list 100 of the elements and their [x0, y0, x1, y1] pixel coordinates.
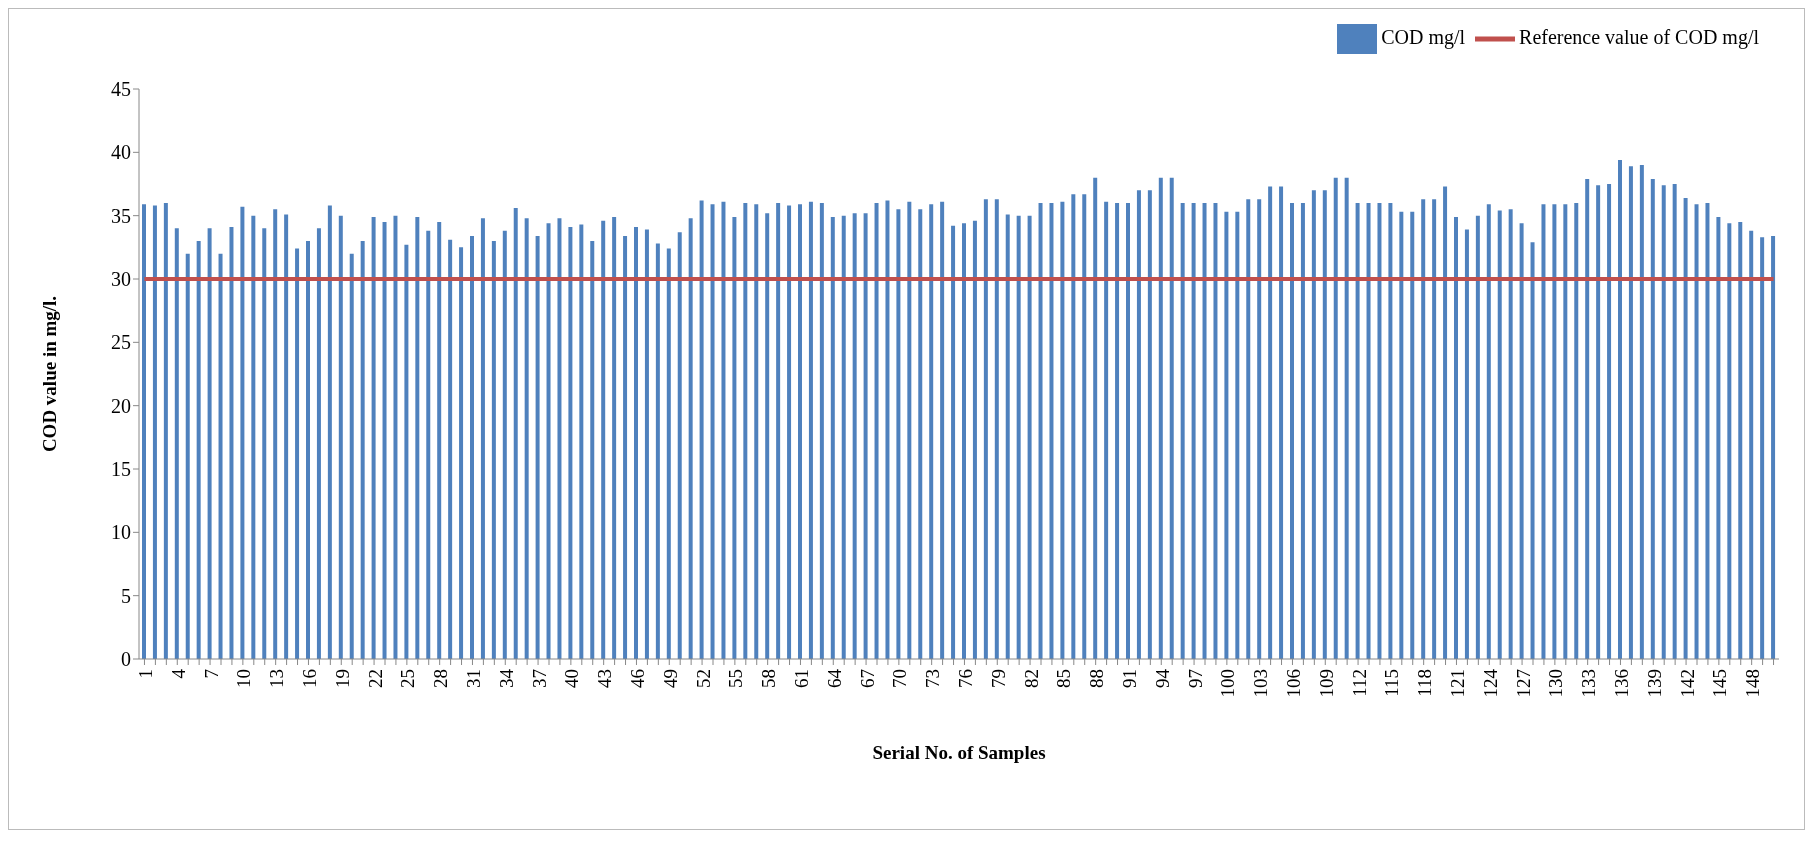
bar — [448, 239, 453, 659]
bar — [1607, 184, 1612, 659]
legend-label: Reference value of COD mg/l — [1519, 25, 1759, 48]
x-axis-title: Serial No. of Samples — [872, 742, 1046, 763]
x-tick-label: 25 — [397, 669, 419, 688]
bar — [295, 248, 300, 659]
bar — [338, 215, 343, 659]
bar — [983, 199, 988, 659]
y-tick-label: 45 — [111, 78, 131, 101]
bar — [634, 227, 638, 659]
y-tick-label: 5 — [121, 584, 131, 607]
bar — [1443, 186, 1448, 659]
x-tick-label: 130 — [1545, 669, 1567, 698]
bar — [1508, 209, 1513, 659]
bar — [1749, 230, 1754, 659]
bar — [1694, 204, 1699, 659]
bar — [273, 209, 278, 659]
bar — [1300, 203, 1305, 659]
x-tick-label: 76 — [954, 669, 976, 688]
bar — [1136, 190, 1141, 659]
x-tick-label: 94 — [1151, 668, 1173, 688]
bar — [513, 208, 518, 659]
bar — [1672, 184, 1677, 659]
bar — [1060, 201, 1065, 659]
bar — [1213, 203, 1218, 659]
bar — [710, 204, 715, 659]
x-tick-label: 10 — [233, 669, 255, 688]
bar — [1552, 204, 1557, 659]
x-tick-label: 70 — [889, 669, 911, 688]
bar — [382, 222, 387, 659]
x-tick-label: 82 — [1020, 669, 1042, 688]
bar — [951, 225, 956, 659]
x-tick-label: 46 — [626, 669, 648, 688]
x-tick-label: 109 — [1315, 669, 1337, 698]
bar — [1279, 186, 1284, 659]
x-tick-label: 142 — [1676, 669, 1698, 698]
bar — [1016, 215, 1021, 659]
bar — [1574, 203, 1579, 659]
bar — [1093, 177, 1098, 659]
bar — [1038, 203, 1043, 659]
bar — [306, 241, 310, 659]
bar — [480, 218, 485, 659]
bar — [535, 235, 540, 659]
bar — [885, 200, 890, 659]
bar — [1344, 177, 1349, 659]
bar — [142, 204, 146, 659]
bar — [1399, 211, 1404, 659]
x-tick-label: 16 — [298, 669, 320, 688]
bar — [644, 229, 649, 659]
bar — [1290, 203, 1294, 659]
bar — [830, 216, 835, 659]
x-tick-label: 124 — [1479, 668, 1501, 698]
bar — [557, 218, 562, 659]
bar — [1519, 223, 1524, 659]
bar — [1246, 199, 1251, 659]
bar — [1104, 201, 1109, 659]
x-tick-label: 148 — [1742, 669, 1764, 698]
bar — [327, 205, 332, 659]
x-tick-label: 85 — [1053, 669, 1075, 688]
bar — [1071, 194, 1076, 659]
bar — [207, 228, 212, 659]
bar — [1082, 194, 1087, 659]
bar — [1115, 203, 1120, 659]
y-tick-label: 10 — [111, 521, 131, 544]
bar — [546, 223, 551, 659]
x-tick-label: 28 — [430, 669, 452, 688]
bar — [1760, 237, 1765, 659]
bar — [808, 201, 813, 659]
bar — [1639, 165, 1644, 659]
bar — [174, 228, 179, 659]
bar — [1322, 190, 1327, 659]
bar — [262, 228, 267, 659]
x-tick-label: 22 — [364, 669, 386, 688]
bar — [666, 248, 671, 659]
x-tick-label: 49 — [659, 669, 681, 688]
y-tick-label: 35 — [111, 204, 131, 227]
bar — [699, 200, 704, 659]
bar — [1180, 203, 1185, 659]
bar — [1169, 177, 1174, 659]
x-tick-label: 55 — [725, 669, 747, 688]
bar — [1661, 185, 1666, 659]
bar — [1738, 222, 1743, 659]
x-tick-label: 121 — [1446, 669, 1468, 698]
x-tick-label: 91 — [1118, 669, 1140, 688]
bar — [185, 253, 190, 659]
x-tick-label: 43 — [594, 669, 616, 688]
bar — [1126, 203, 1130, 659]
bar — [721, 201, 726, 659]
bar — [732, 216, 737, 659]
bar — [1683, 197, 1688, 659]
bar — [404, 244, 409, 659]
bar — [1432, 199, 1437, 659]
bar — [1235, 211, 1240, 659]
bar — [1333, 177, 1338, 659]
x-tick-label: 112 — [1348, 669, 1370, 697]
bar — [491, 241, 496, 659]
bar — [502, 230, 507, 659]
bar — [1202, 203, 1207, 659]
bar — [218, 253, 223, 659]
x-tick-label: 100 — [1217, 669, 1239, 698]
